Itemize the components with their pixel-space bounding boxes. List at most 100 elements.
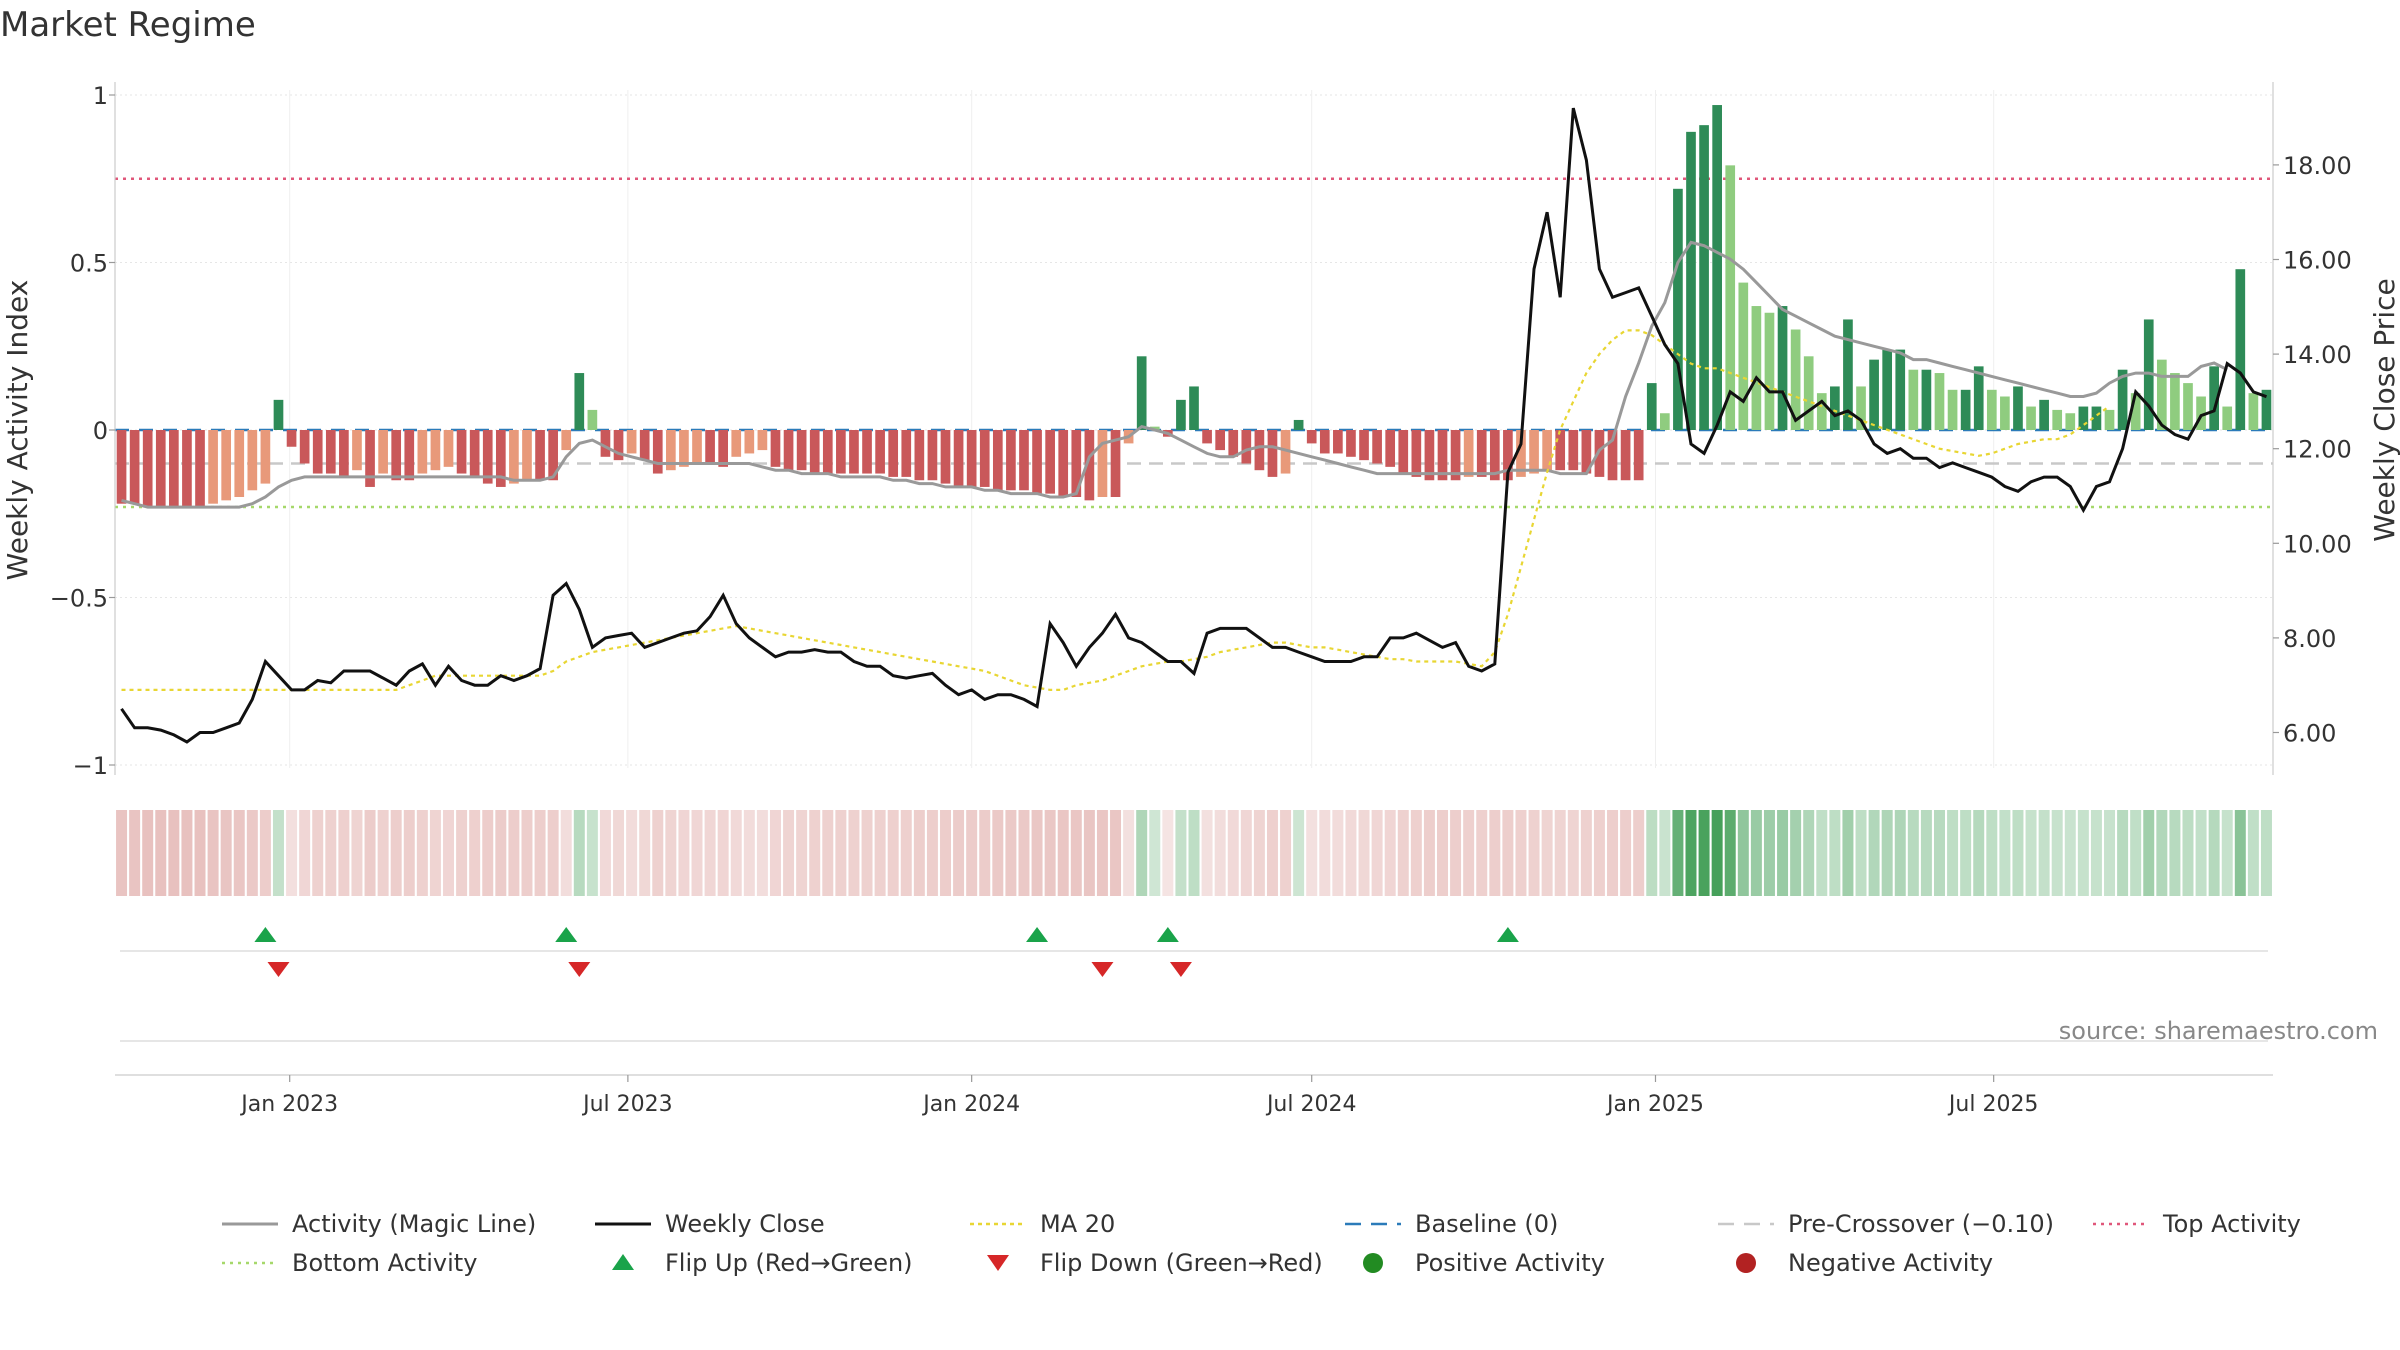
left-tick-label: 0.5 bbox=[70, 250, 108, 278]
regime-cell bbox=[1554, 810, 1566, 896]
regime-cell bbox=[2130, 810, 2142, 896]
regime-cell bbox=[1855, 810, 1867, 896]
activity-bar bbox=[286, 430, 297, 447]
activity-bar bbox=[822, 430, 833, 474]
flip-down-marker bbox=[267, 962, 290, 977]
activity-bar bbox=[1542, 430, 1552, 471]
regime-cell bbox=[1502, 810, 1514, 896]
activity-bar bbox=[744, 430, 755, 454]
regime-cell bbox=[913, 810, 925, 896]
activity-bar bbox=[849, 430, 859, 474]
activity-bar bbox=[927, 430, 938, 481]
activity-bar bbox=[1960, 389, 1971, 430]
activity-bar bbox=[2196, 396, 2206, 430]
right-tick-label: 16.00 bbox=[2283, 247, 2352, 275]
regime-cell bbox=[1018, 810, 1030, 896]
activity-bar bbox=[1529, 430, 1539, 474]
regime-cell bbox=[1476, 810, 1488, 896]
regime-cell bbox=[756, 810, 768, 896]
magic-line bbox=[121, 240, 2228, 509]
regime-cell bbox=[874, 810, 886, 896]
regime-cell bbox=[1960, 810, 1972, 896]
activity-bar bbox=[1136, 356, 1147, 430]
x-tick-label: Jul 2025 bbox=[1947, 1092, 2039, 1117]
activity-bar bbox=[1110, 430, 1121, 497]
activity-bar bbox=[1019, 430, 1029, 491]
activity-bar bbox=[443, 430, 454, 467]
activity-bar bbox=[1764, 312, 1775, 430]
legend-item-close: Weekly Close bbox=[595, 1210, 825, 1238]
series-lines bbox=[120, 107, 2268, 744]
regime-cell bbox=[1240, 810, 1252, 896]
activity-bar bbox=[417, 430, 428, 474]
activity-bar bbox=[1777, 306, 1788, 430]
regime-cell bbox=[2051, 810, 2063, 896]
flip-up-marker bbox=[1496, 927, 1519, 942]
regime-cell bbox=[312, 810, 324, 896]
regime-cell bbox=[940, 810, 951, 896]
regime-strip bbox=[116, 810, 2272, 896]
activity-bar bbox=[1725, 165, 1736, 430]
activity-bar bbox=[1986, 389, 1997, 430]
regime-cell bbox=[1515, 810, 1527, 896]
activity-bar bbox=[2039, 399, 2049, 430]
activity-bar bbox=[836, 430, 846, 474]
activity-bar bbox=[1633, 430, 1644, 481]
regime-cell bbox=[1711, 810, 1723, 896]
regime-cell bbox=[1410, 810, 1422, 896]
activity-bar bbox=[169, 430, 179, 508]
activity-bar bbox=[1489, 430, 1500, 481]
legend-item-flipup: Flip Up (Red→Green) bbox=[612, 1249, 913, 1277]
activity-bar bbox=[2117, 369, 2128, 430]
activity-bar bbox=[1032, 430, 1042, 494]
regime-cell bbox=[1803, 810, 1815, 896]
regime-cell bbox=[1214, 810, 1226, 896]
regime-cell bbox=[1280, 810, 1292, 896]
activity-bar bbox=[1006, 430, 1016, 491]
activity-bar bbox=[561, 430, 572, 451]
regime-cell bbox=[1201, 810, 1213, 896]
regime-cell bbox=[704, 810, 716, 896]
left-tick-label: −1 bbox=[73, 752, 108, 780]
regime-cell bbox=[286, 810, 298, 896]
regime-cell bbox=[351, 810, 363, 896]
legend-item-bottom: Bottom Activity bbox=[222, 1249, 477, 1277]
regime-cell bbox=[1868, 810, 1880, 896]
regime-cell bbox=[390, 810, 402, 896]
activity-bar bbox=[809, 430, 820, 474]
activity-bar bbox=[1908, 369, 1919, 430]
regime-cell bbox=[926, 810, 938, 896]
regime-cell bbox=[547, 810, 559, 896]
regime-cell bbox=[1293, 810, 1305, 896]
regime-cell bbox=[809, 810, 821, 896]
legend-label: Negative Activity bbox=[1788, 1249, 1993, 1277]
flip-up-marker bbox=[254, 927, 277, 942]
legend-label: Activity (Magic Line) bbox=[292, 1210, 536, 1238]
activity-bar bbox=[1503, 430, 1513, 481]
activity-bar bbox=[1699, 125, 1709, 431]
regime-cell bbox=[1593, 810, 1605, 896]
regime-cell bbox=[1580, 810, 1592, 896]
activity-bar bbox=[1385, 430, 1396, 467]
regime-cell bbox=[155, 810, 167, 896]
activity-bar bbox=[2078, 406, 2089, 430]
regime-cell bbox=[2012, 810, 2024, 896]
activity-bar bbox=[234, 430, 245, 497]
regime-cell bbox=[1881, 810, 1893, 896]
legend-label: Pre-Crossover (−0.10) bbox=[1788, 1210, 2054, 1238]
right-tick-label: 18.00 bbox=[2283, 152, 2352, 180]
activity-bar bbox=[2013, 386, 2023, 430]
regime-cell bbox=[1659, 810, 1671, 896]
right-tick-label: 8.00 bbox=[2283, 625, 2336, 653]
activity-bar bbox=[378, 430, 388, 474]
flip-down-marker bbox=[1091, 962, 1114, 977]
regime-cell bbox=[743, 810, 755, 896]
activity-bar bbox=[1856, 386, 1866, 430]
activity-bar bbox=[692, 430, 702, 464]
left-axis: 1 0.5 0 −0.5 −1 bbox=[50, 82, 116, 780]
regime-cell bbox=[887, 810, 899, 896]
regime-cell bbox=[495, 810, 507, 896]
x-tick-label: Jul 2024 bbox=[1265, 1092, 1357, 1117]
activity-bar bbox=[1594, 430, 1605, 477]
regime-cell bbox=[1685, 810, 1697, 896]
